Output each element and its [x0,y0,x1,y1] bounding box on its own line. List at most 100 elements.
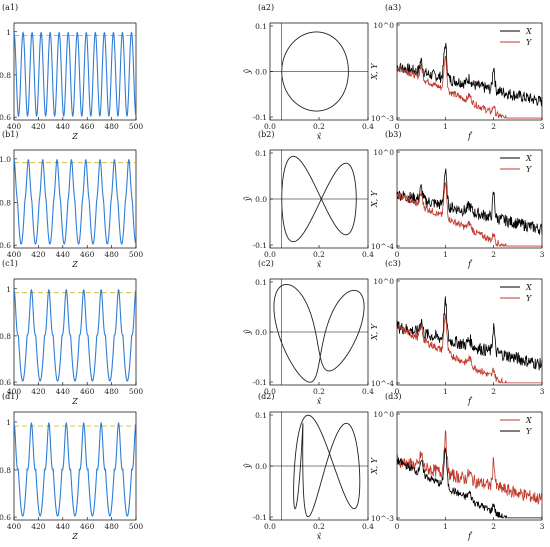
panel-c1 [13,278,137,386]
x-axis-label: Z [71,132,78,141]
x-tick-label: 3 [540,122,545,131]
spectrum-line-y [396,55,542,119]
y-tick-label: 10^-3 [371,514,394,523]
panel-label: (d2) [258,392,274,401]
x-tick-label: 440 [56,522,71,531]
legend-label: Y [526,165,532,174]
spectrum-line-x [396,43,543,107]
panel-label: (b1) [2,130,18,139]
x-axis-label: x̂ [317,132,322,141]
y-tick-label: 0.8 [0,466,11,475]
x-tick-label: 0 [395,122,400,131]
panel-d3 [396,411,543,521]
x-tick-label: 460 [80,250,95,259]
plot-frame [396,149,543,249]
x-tick-label: 0 [395,250,400,259]
x-tick-label: 3 [540,250,545,259]
y-tick-label: 0.8 [0,332,11,341]
spectrum-line-y [396,447,542,520]
panel-c2 [269,278,369,386]
x-tick-label: 460 [80,122,95,131]
y-tick-label: -0.1 [253,513,267,522]
y-tick-label: 0.1 [255,278,267,287]
x-tick-label: 1 [443,522,448,531]
y-tick-label: 1 [6,285,11,294]
panel-d2 [269,411,369,521]
x-tick-label: 2 [491,387,496,396]
panel-label: (b3) [385,130,401,139]
plot-frame [396,411,543,521]
panel-b3 [396,149,543,249]
x-axis-label: Z [71,532,78,541]
x-tick-label: 480 [104,387,119,396]
x-tick-label: 400 [7,387,22,396]
spectrum-line-y [396,181,542,248]
x-tick-label: 0.0 [264,522,276,531]
panel-c3 [396,278,543,386]
x-axis-label: f̂ [467,260,473,269]
time-series-line [13,31,137,118]
y-tick-label: 10^0 [373,410,394,419]
x-tick-label: 440 [56,250,71,259]
time-series-line [13,158,137,245]
y-tick-label: 0.0 [255,68,267,77]
x-tick-label: 0.4 [362,250,374,259]
y-tick-label: 0.6 [0,113,11,122]
x-tick-label: 2 [491,250,496,259]
x-axis-label: x̂ [317,260,322,269]
x-tick-label: 500 [129,250,144,259]
x-tick-label: 0.2 [313,122,325,131]
y-tick-label: 0.1 [255,149,267,158]
x-tick-label: 2 [491,522,496,531]
plot-frame [13,411,137,521]
legend-label: Y [526,38,532,47]
y-tick-label: 1.0 [0,155,11,164]
panel-label: (a3) [385,3,401,12]
y-tick-label: -0.1 [253,113,267,122]
panel-label: (a2) [258,3,274,12]
panel-label: (d3) [385,392,401,401]
legend-label: X [525,27,532,36]
x-tick-label: 0.0 [264,387,276,396]
x-tick-label: 0 [395,522,400,531]
phase-portrait-curve [273,283,365,383]
x-tick-label: 500 [129,387,144,396]
x-tick-label: 480 [104,122,119,131]
legend-label: Y [526,294,532,303]
panel-label: (c2) [258,259,274,268]
x-tick-label: 0.4 [362,122,374,131]
panel-label: (a1) [2,3,18,12]
panel-a2 [269,22,369,121]
y-tick-label: 10^-4 [371,379,394,388]
x-axis-label: f̂ [467,132,473,141]
panel-label: (b2) [258,130,274,139]
y-tick-label: 0.1 [255,411,267,420]
x-axis-label: f̂ [467,532,473,541]
plot-frame [13,149,137,249]
y-axis-label: X, Y [370,457,379,475]
x-tick-label: 420 [31,250,46,259]
phase-portrait-curve [281,155,357,243]
x-tick-label: 0.4 [362,387,374,396]
y-tick-label: 0.6 [0,513,11,522]
legend-label: Y [526,427,532,436]
x-tick-label: 500 [129,122,144,131]
x-tick-label: 0.2 [313,522,325,531]
y-axis-label: ŷ [243,329,252,335]
x-tick-label: 400 [7,522,22,531]
y-tick-label: 0.0 [255,328,267,337]
x-tick-label: 400 [7,250,22,259]
plot-frame [13,22,137,121]
y-tick-label: 10^0 [373,277,394,286]
x-tick-label: 440 [56,387,71,396]
y-tick-label: 1 [6,28,11,37]
spectrum-line-x [396,168,543,235]
x-tick-label: 440 [56,122,71,131]
x-axis-label: f̂ [467,397,473,406]
x-tick-label: 3 [540,387,545,396]
x-axis-label: x̂ [317,532,322,541]
y-axis-label: X, Y [370,63,379,81]
y-tick-label: 1 [6,418,11,427]
y-axis-label: ŷ [243,196,252,202]
panel-b1 [13,149,137,249]
